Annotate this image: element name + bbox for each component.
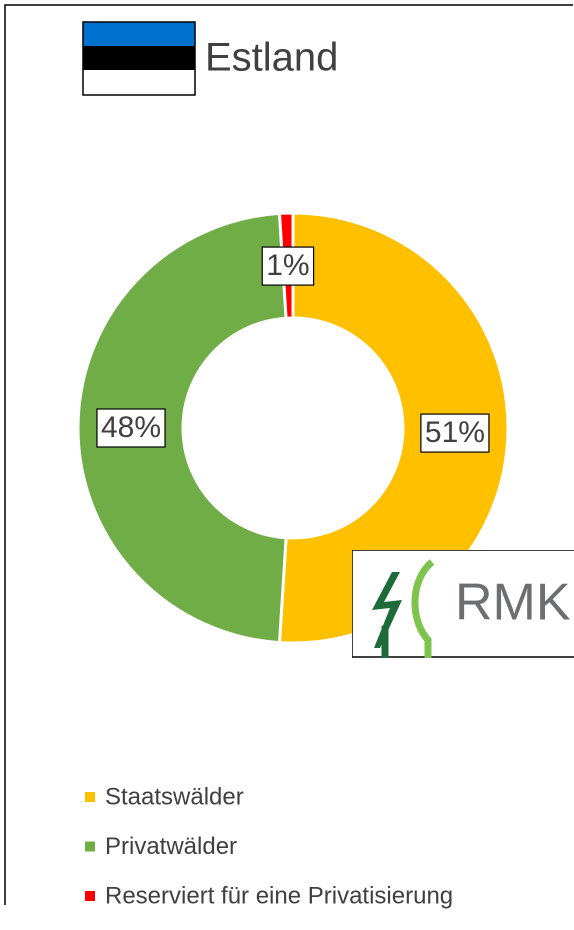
data-label: 1% [261, 246, 315, 286]
legend-swatch [85, 841, 95, 852]
label-box [96, 408, 166, 448]
donut [76, 211, 510, 645]
legend-label: Privatwälder [105, 833, 237, 860]
legend-swatch [85, 891, 95, 901]
chart-title: Estland [205, 36, 338, 80]
legend: Staatswälder Privatwälder Reserviert für e… [85, 783, 453, 909]
legend-label: Staatswälder [105, 783, 244, 810]
data-label: 48% [96, 408, 166, 448]
slice [76, 211, 288, 645]
legend-label: Reserviert für eine Privatisierung [105, 882, 453, 909]
data-label: 51% [420, 413, 490, 453]
frame [4, 4, 573, 905]
logo-text: RMK [455, 574, 571, 632]
label-box [420, 413, 490, 453]
label-text: 51% [425, 416, 485, 449]
label-box [261, 246, 315, 286]
flag [82, 21, 196, 96]
label-text: 48% [101, 411, 161, 444]
legend-swatch [85, 792, 95, 802]
slice [277, 211, 510, 645]
label-text: 1% [266, 249, 309, 282]
logo: RMK [352, 550, 574, 658]
data-labels: 51% 48% 1% [96, 246, 490, 453]
